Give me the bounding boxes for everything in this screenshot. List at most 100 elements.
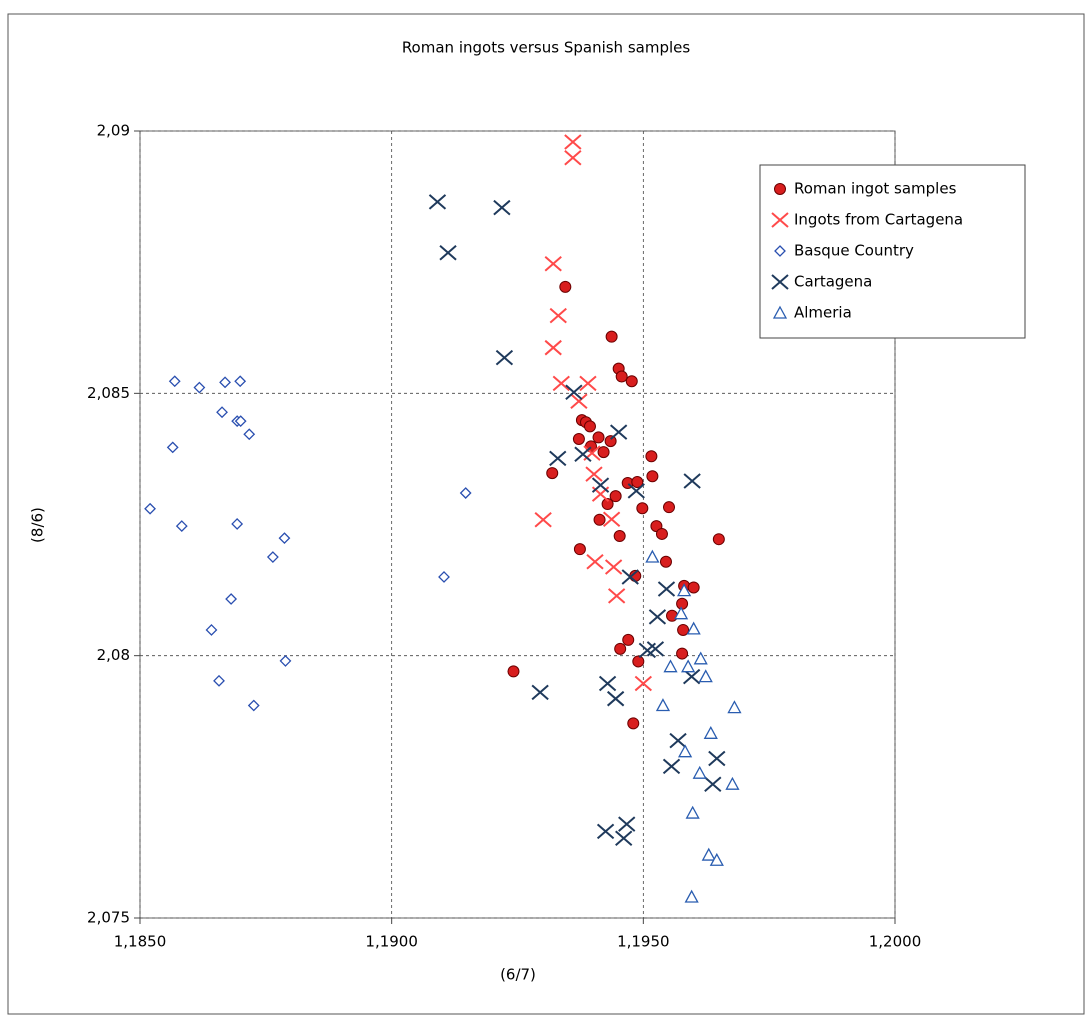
point (634, 675, 652, 692)
point (655, 698, 671, 712)
y-axis-label: (8/6) (29, 507, 47, 543)
point (686, 621, 701, 635)
point (193, 381, 206, 394)
point (591, 477, 610, 493)
point (552, 375, 570, 392)
point (596, 823, 615, 840)
legend-label: Ingots from Cartagena (794, 211, 963, 229)
legend-marker (771, 212, 789, 228)
x-axis-label: (6/7) (500, 966, 536, 984)
point (234, 375, 247, 388)
point (495, 349, 514, 366)
point (459, 487, 472, 499)
point (219, 376, 231, 389)
point (609, 490, 622, 503)
y-tick-label: 2,075 (87, 909, 130, 927)
point (685, 805, 700, 819)
point (266, 551, 279, 563)
point (144, 502, 156, 515)
point (279, 654, 292, 667)
point (645, 549, 660, 563)
point (574, 446, 592, 462)
point (606, 690, 625, 707)
point (636, 502, 649, 515)
point (607, 588, 626, 604)
point (663, 501, 676, 514)
point (602, 511, 621, 528)
point (676, 647, 689, 660)
point (621, 569, 639, 585)
point (687, 581, 700, 594)
chart-title: Roman ingots versus Spanish samples (402, 39, 691, 57)
point (725, 776, 740, 790)
legend-marker (771, 274, 789, 290)
point (669, 732, 687, 749)
point (627, 483, 645, 499)
point (493, 199, 511, 216)
point (601, 498, 614, 511)
point (565, 384, 583, 401)
point (677, 623, 690, 636)
point (216, 406, 228, 419)
point (438, 571, 450, 583)
point (712, 533, 725, 546)
point (698, 669, 713, 683)
point (646, 641, 665, 657)
point (676, 597, 689, 610)
point (693, 651, 708, 665)
point (683, 473, 701, 489)
point (659, 555, 672, 568)
point (618, 816, 636, 832)
point (231, 518, 244, 530)
point (678, 744, 693, 758)
point (243, 428, 256, 441)
point (692, 765, 707, 779)
legend-marker (774, 245, 786, 257)
point (598, 675, 617, 692)
point (645, 450, 658, 463)
point (439, 244, 457, 261)
point (615, 830, 633, 847)
point (632, 655, 645, 668)
y-tick-label: 2,08 (97, 646, 130, 664)
x-tick-label: 1,1950 (617, 933, 670, 951)
point (597, 446, 610, 459)
point (583, 420, 596, 433)
point (615, 370, 628, 383)
point (579, 375, 597, 392)
point (663, 659, 678, 673)
point (627, 717, 640, 730)
legend-label: Almeria (794, 304, 852, 322)
point (610, 424, 628, 440)
point (234, 415, 247, 428)
point (666, 609, 679, 622)
point (546, 467, 559, 480)
point (605, 330, 618, 343)
point (681, 659, 696, 673)
point (549, 307, 567, 324)
point (428, 194, 447, 210)
legend-label: Roman ingot samples (794, 180, 957, 198)
point (614, 642, 627, 655)
x-tick-label: 1,2000 (869, 933, 922, 951)
point (166, 441, 179, 454)
y-tick-label: 2,085 (87, 384, 130, 402)
point (592, 431, 605, 444)
point (573, 543, 586, 556)
point (534, 512, 552, 528)
point (704, 776, 722, 792)
point (684, 889, 699, 903)
point (564, 134, 582, 150)
point (622, 633, 635, 646)
point (247, 699, 260, 712)
x-tick-label: 1,1900 (365, 933, 418, 951)
point (168, 375, 181, 388)
point (657, 581, 676, 597)
point (559, 280, 572, 293)
point (662, 758, 681, 775)
point (570, 393, 588, 409)
point (225, 593, 238, 605)
legend-marker (774, 183, 786, 195)
point (544, 255, 562, 272)
